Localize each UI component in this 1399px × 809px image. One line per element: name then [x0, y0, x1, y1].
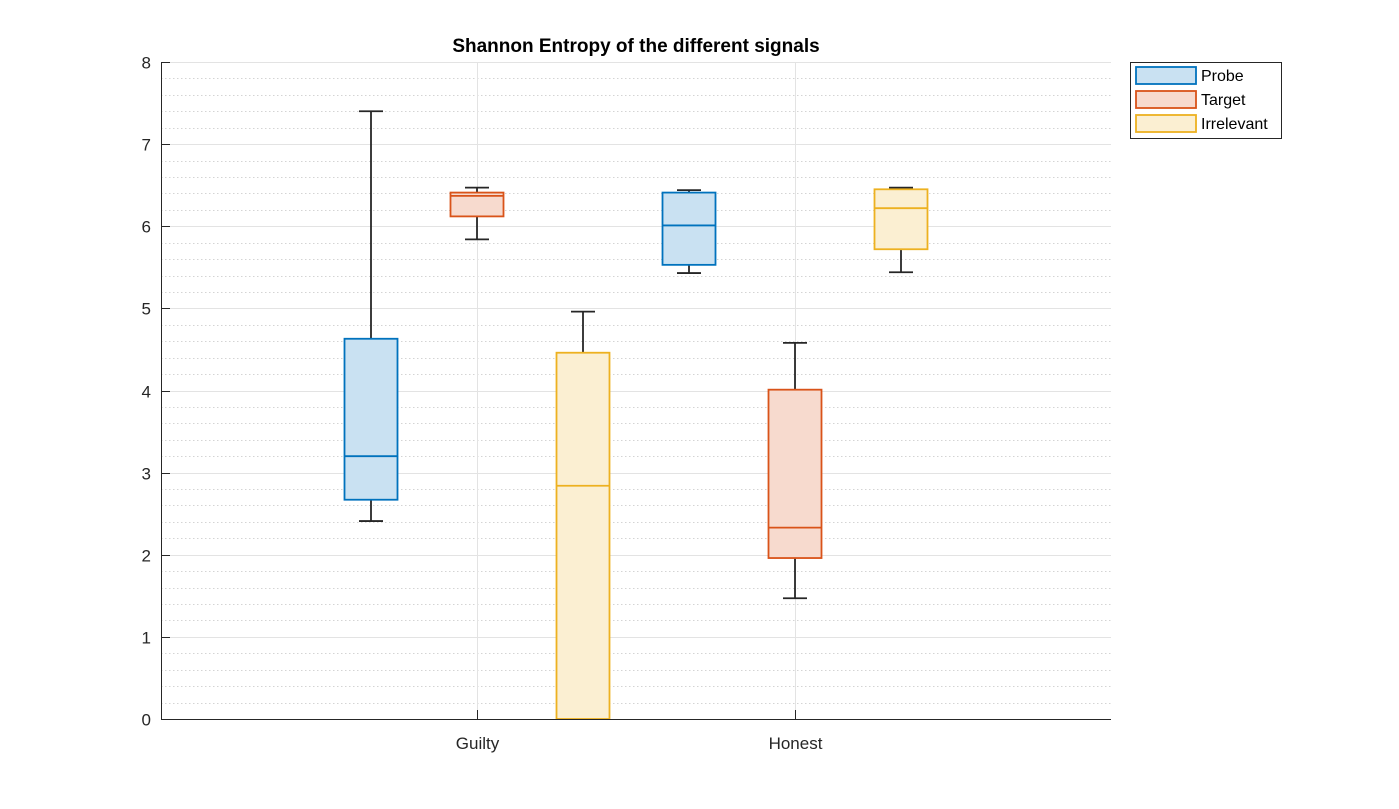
y-tick-label: 5	[142, 300, 151, 319]
y-tick-label: 0	[142, 711, 151, 730]
legend-label-probe: Probe	[1201, 68, 1244, 85]
box-probe-honest	[661, 189, 717, 274]
box-body	[767, 388, 823, 559]
box-irrelevant-guilty	[555, 310, 611, 720]
box-irrelevant-honest	[873, 186, 929, 274]
axes: 0 1 2 3 4 5 6 7 8 Guilty Honest	[142, 54, 1111, 753]
x-tick-label: Honest	[769, 734, 823, 753]
y-tick-label: 4	[142, 383, 151, 402]
box-probe-guilty	[343, 110, 399, 522]
legend-label-irrelevant: Irrelevant	[1201, 116, 1268, 133]
box-target-guilty	[449, 186, 505, 241]
box-body	[661, 191, 717, 266]
chart-title: Shannon Entropy of the different signals	[452, 36, 819, 57]
y-tick-label: 7	[142, 136, 151, 155]
box-body	[343, 337, 399, 501]
major-grid	[161, 62, 1111, 720]
y-tick-label: 6	[142, 218, 151, 237]
y-tick-label: 3	[142, 465, 151, 484]
legend-label-target: Target	[1201, 92, 1246, 109]
box-body	[449, 191, 505, 218]
box-plots	[343, 110, 929, 720]
legend-swatch-irrelevant	[1135, 114, 1197, 133]
box-target-honest	[767, 341, 823, 600]
y-tick-label: 8	[142, 54, 151, 73]
plot-area	[161, 62, 1111, 719]
box-body	[555, 351, 611, 720]
legend-swatch-probe	[1135, 66, 1197, 85]
y-tick-label: 1	[142, 629, 151, 648]
legend-swatch-target	[1135, 90, 1197, 109]
box-body	[873, 188, 929, 251]
legend: Probe Target Irrelevant	[1130, 62, 1282, 139]
x-tick-label: Guilty	[456, 734, 500, 753]
y-tick-label: 2	[142, 547, 151, 566]
